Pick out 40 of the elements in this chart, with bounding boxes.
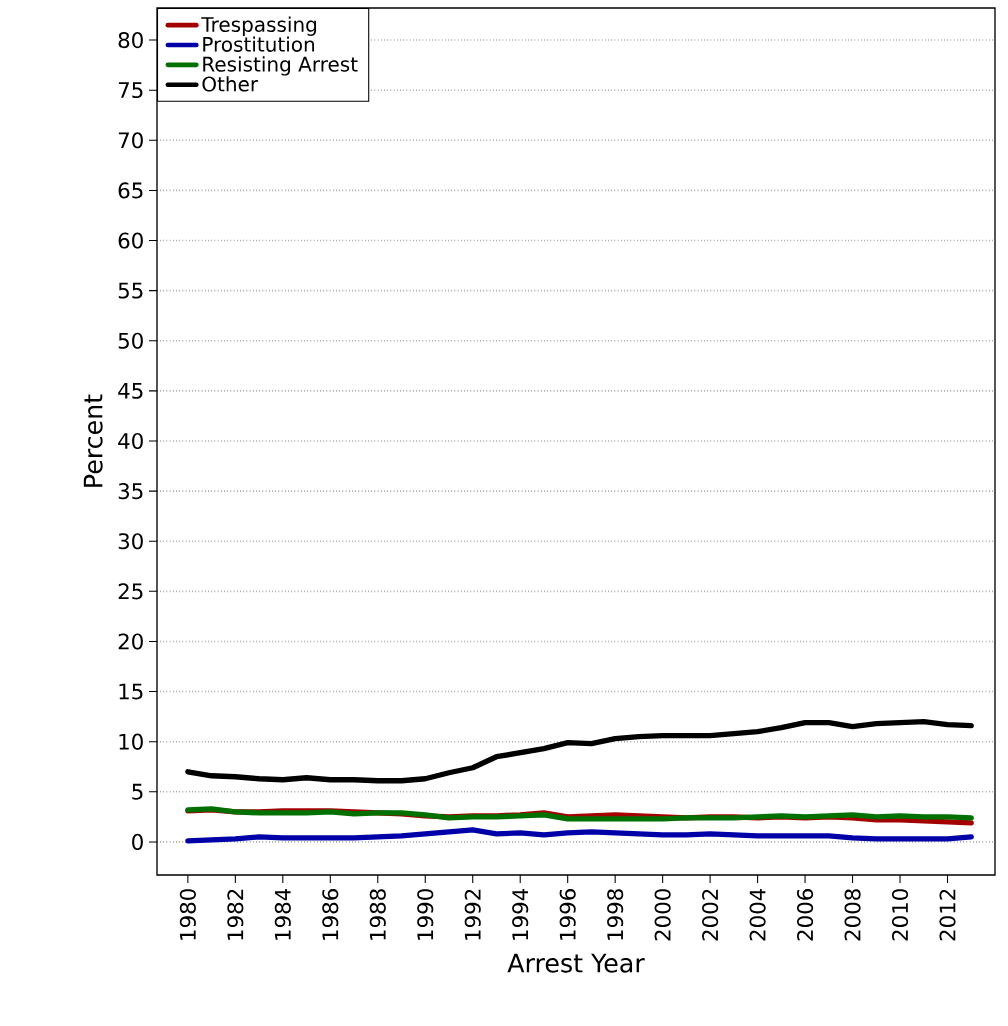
x-tick-label: 2006	[797, 889, 814, 941]
x-axis-title: Arrest Year	[507, 953, 645, 973]
y-tick-label: 70	[118, 132, 143, 149]
x-tick-label: 2010	[891, 889, 909, 941]
x-tick-label: 1982	[227, 889, 244, 940]
y-tick-label: 30	[118, 533, 143, 550]
y-tick-label: 50	[118, 332, 143, 349]
x-tick-label: 1988	[369, 889, 386, 940]
x-tick-label: 1980	[179, 889, 196, 940]
x-tick-label: 1998	[607, 889, 624, 940]
y-tick-label: 75	[118, 82, 143, 99]
x-tick-label: 1996	[559, 889, 576, 940]
x-tick-label: 1984	[274, 888, 291, 940]
y-tick-label: 65	[118, 182, 143, 199]
y-tick-label: 0	[132, 833, 143, 850]
x-tick-label: 1994	[512, 888, 529, 940]
y-tick-label: 60	[118, 232, 143, 249]
y-tick-label: 5	[132, 783, 143, 800]
y-tick-label: 25	[118, 583, 143, 600]
x-tick-label: 1990	[417, 889, 434, 940]
y-tick-label: 55	[118, 282, 143, 299]
legend-label: Other	[202, 76, 259, 92]
y-tick-label: 40	[118, 432, 143, 450]
x-tick-label: 2012	[939, 889, 956, 941]
y-tick-label: 80	[118, 32, 143, 49]
y-tick-label: 20	[118, 633, 143, 650]
legend-label: Resisting Arrest	[203, 56, 358, 76]
x-tick-label: 2008	[844, 889, 861, 941]
y-tick-label: 35	[118, 483, 143, 500]
legend-label: Trespassing	[201, 16, 317, 36]
y-tick-label: 15	[119, 683, 143, 700]
legend-label: Prostitution	[203, 36, 315, 52]
x-tick-label: 2000	[654, 889, 671, 941]
x-tick-label: 1992	[464, 889, 481, 940]
y-tick-label: 45	[118, 382, 143, 399]
y-tick-label: 10	[119, 733, 143, 750]
x-tick-label: 1986	[322, 889, 339, 940]
x-tick-label: 2002	[702, 889, 719, 941]
y-axis-title: Percent	[83, 394, 103, 487]
x-tick-label: 2004	[749, 888, 766, 941]
